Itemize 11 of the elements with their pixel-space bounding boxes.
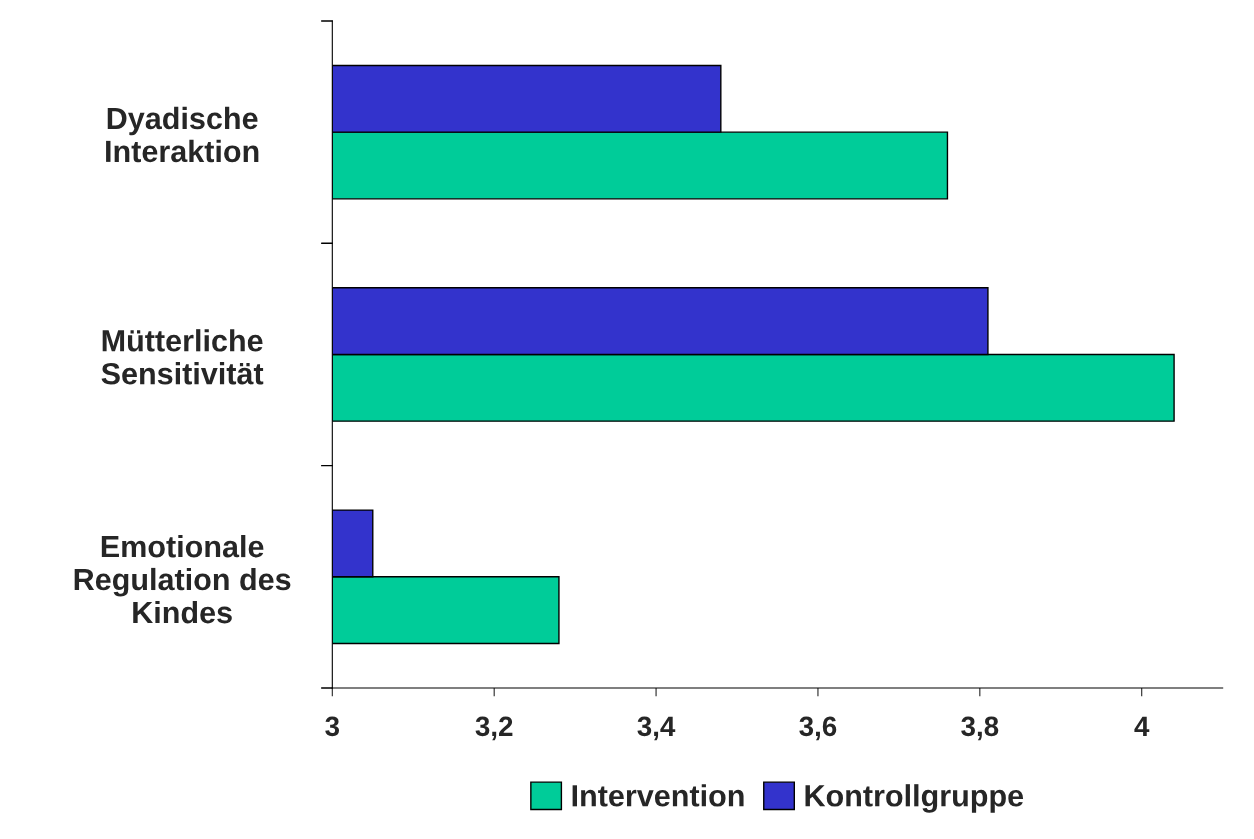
x-tick-label: 3,8: [961, 716, 999, 741]
legend-label: Kontrollgruppe: [805, 784, 1024, 813]
x-tick-label: 3,4: [637, 716, 676, 741]
y-tick-label: Dyadische Interaktion: [106, 106, 259, 163]
x-tick-label: 3: [325, 716, 340, 737]
y-tick-label: Mütterliche Sensitivität: [101, 329, 264, 385]
legend-label: Intervention: [572, 784, 744, 807]
x-tick-label: 3,2: [475, 716, 513, 741]
x-tick-label: 3,6: [799, 716, 837, 741]
y-tick-label: Emotionale Regulation des Kindes: [74, 534, 291, 624]
x-tick-label: 4: [1134, 716, 1150, 736]
